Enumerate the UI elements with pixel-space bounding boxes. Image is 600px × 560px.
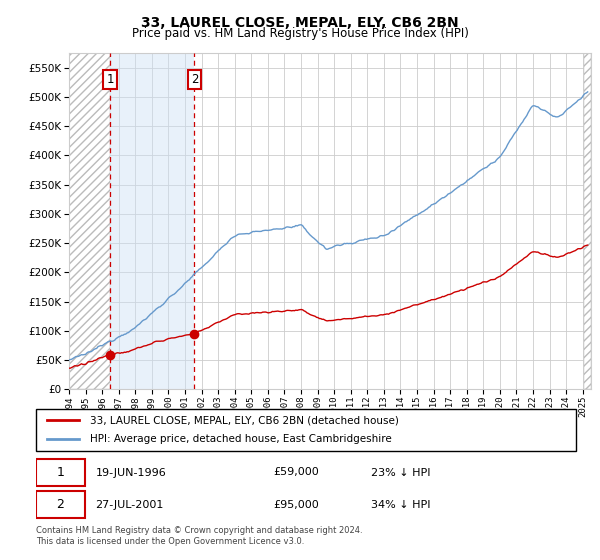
Text: 27-JUL-2001: 27-JUL-2001 [95,500,164,510]
Text: 33, LAUREL CLOSE, MEPAL, ELY, CB6 2BN: 33, LAUREL CLOSE, MEPAL, ELY, CB6 2BN [141,16,459,30]
FancyBboxPatch shape [36,492,85,518]
Text: 1: 1 [106,73,113,86]
Bar [110,53,194,389]
Text: Price paid vs. HM Land Registry's House Price Index (HPI): Price paid vs. HM Land Registry's House … [131,27,469,40]
FancyBboxPatch shape [36,409,576,451]
Text: 33, LAUREL CLOSE, MEPAL, ELY, CB6 2BN (detached house): 33, LAUREL CLOSE, MEPAL, ELY, CB6 2BN (d… [90,415,399,425]
Text: £59,000: £59,000 [274,468,319,478]
FancyBboxPatch shape [36,459,85,486]
Text: £95,000: £95,000 [274,500,319,510]
Text: 34% ↓ HPI: 34% ↓ HPI [371,500,430,510]
Text: 1: 1 [56,466,64,479]
Text: 19-JUN-1996: 19-JUN-1996 [95,468,166,478]
Text: Contains HM Land Registry data © Crown copyright and database right 2024.
This d: Contains HM Land Registry data © Crown c… [36,526,362,546]
Text: 23% ↓ HPI: 23% ↓ HPI [371,468,430,478]
Text: HPI: Average price, detached house, East Cambridgeshire: HPI: Average price, detached house, East… [90,435,392,445]
Bar [69,53,110,389]
Bar [584,53,591,389]
Text: 2: 2 [56,498,64,511]
Text: 2: 2 [191,73,198,86]
